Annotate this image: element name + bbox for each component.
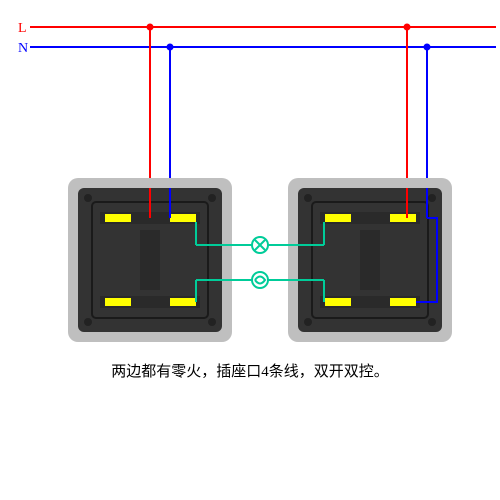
label-n: N [18,41,28,56]
terminal [170,214,196,222]
terminal [170,298,196,306]
terminal [105,298,131,306]
switch-box-left [68,178,232,342]
terminal [325,298,351,306]
terminal [105,214,131,222]
label-l: L [18,21,27,36]
wiring-diagram: L N [0,0,500,500]
diagram-caption: 两边都有零火，插座口4条线，双开双控。 [0,360,500,381]
junction [404,24,411,31]
terminal [390,298,416,306]
junction [147,24,154,31]
junction [167,44,174,51]
switch-box-right [288,178,452,342]
junction [424,44,431,51]
terminal [390,214,416,222]
terminal [325,214,351,222]
